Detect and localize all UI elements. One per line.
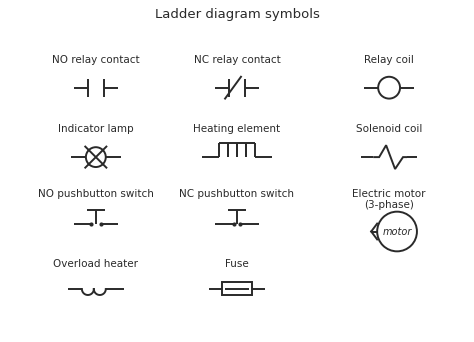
Text: Electric motor
(3-phase): Electric motor (3-phase)	[352, 189, 426, 210]
Text: motor: motor	[383, 226, 412, 237]
Text: Fuse: Fuse	[225, 259, 249, 269]
Text: Indicator lamp: Indicator lamp	[58, 124, 134, 134]
Text: NC pushbutton switch: NC pushbutton switch	[180, 189, 294, 199]
Text: Overload heater: Overload heater	[54, 259, 138, 269]
Text: NO pushbutton switch: NO pushbutton switch	[38, 189, 154, 199]
Text: Relay coil: Relay coil	[364, 55, 414, 65]
Text: NC relay contact: NC relay contact	[193, 55, 281, 65]
Text: NO relay contact: NO relay contact	[52, 55, 140, 65]
Bar	[222, 282, 252, 295]
Text: Solenoid coil: Solenoid coil	[356, 124, 422, 134]
Text: Ladder diagram symbols: Ladder diagram symbols	[155, 8, 319, 21]
Text: Heating element: Heating element	[193, 124, 281, 134]
